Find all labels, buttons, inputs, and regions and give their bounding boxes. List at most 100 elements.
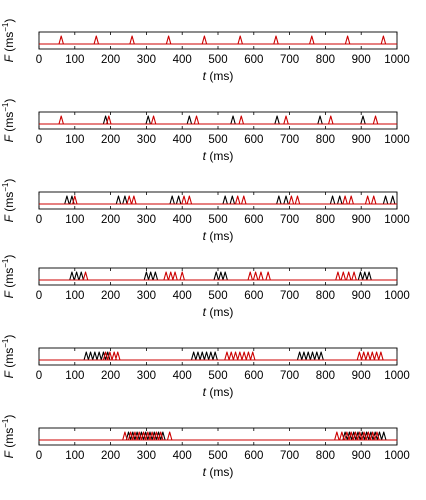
x-tick-label: 200 [101,54,120,66]
x-tick-label: 600 [244,370,263,382]
y-axis-label-sup: −1 [1,22,10,32]
x-tick-label: 700 [280,134,299,146]
x-tick-label: 500 [208,214,227,226]
y-axis-label-sup: −1 [1,338,10,348]
x-tick-label: 300 [137,134,156,146]
y-axis-label-unit: (ms [2,428,16,451]
x-tick-label: 1000 [384,370,410,382]
y-axis-label-close: ) [2,255,16,259]
series-2-trace [39,115,397,125]
y-axis-label-var: F [2,134,16,142]
x-tick-label: 900 [352,290,371,302]
x-tick-label: 400 [173,214,192,226]
x-tick-label: 200 [101,134,120,146]
x-tick-label: 400 [173,290,192,302]
x-axis-label-var: t [203,385,207,399]
x-tick-label: 1000 [384,214,410,226]
x-tick-label: 100 [65,54,84,66]
x-tick-label: 400 [173,450,192,462]
x-axis-label: t (ms) [203,305,234,319]
x-tick-label: 300 [137,54,156,66]
x-tick-label: 200 [101,370,120,382]
x-axis-label-var: t [203,229,207,243]
x-tick-label: 300 [137,290,156,302]
x-tick-label: 500 [208,54,227,66]
x-axis-label: t (ms) [203,69,234,83]
x-tick-label: 0 [36,290,42,302]
x-tick-label: 500 [208,134,227,146]
x-tick-label: 0 [36,450,42,462]
x-tick-label: 800 [316,134,335,146]
x-tick-label: 900 [352,214,371,226]
y-axis-label-close: ) [2,19,16,23]
x-tick-label: 800 [316,450,335,462]
y-axis-label: F (ms−1) [1,99,16,143]
x-tick-label: 600 [244,134,263,146]
x-tick-label: 1000 [384,290,410,302]
y-axis-label-unit: (ms [2,112,16,135]
x-tick-label: 600 [244,290,263,302]
x-axis-label-var: t [203,149,207,163]
x-tick-label: 500 [208,290,227,302]
x-tick-label: 200 [101,290,120,302]
x-axis-label-var: t [203,69,207,83]
x-tick-label: 800 [316,214,335,226]
y-axis-label-close: ) [2,335,16,339]
x-tick-label: 900 [352,134,371,146]
x-tick-label: 1000 [384,54,410,66]
x-axis-label-var: t [203,305,207,319]
y-axis-label-unit: (ms [2,32,16,55]
y-axis-label-close: ) [2,179,16,183]
x-axis-label-unit: (ms) [206,465,233,479]
y-axis-label: F (ms−1) [1,19,16,63]
x-tick-label: 800 [316,54,335,66]
x-axis-label-unit: (ms) [206,149,233,163]
y-axis-label-sup: −1 [1,182,10,192]
x-tick-label: 0 [36,370,42,382]
x-tick-label: 700 [280,214,299,226]
x-tick-label: 700 [280,290,299,302]
x-tick-label: 600 [244,214,263,226]
x-tick-label: 200 [101,450,120,462]
y-axis-label: F (ms−1) [1,179,16,223]
series-2-trace [39,195,397,205]
x-tick-label: 600 [244,450,263,462]
x-tick-label: 600 [244,54,263,66]
series-2-trace [39,35,397,45]
y-axis-label-unit: (ms [2,192,16,215]
x-tick-label: 400 [173,134,192,146]
x-tick-label: 0 [36,134,42,146]
y-axis-label-sup: −1 [1,418,10,428]
x-tick-label: 0 [36,54,42,66]
x-tick-label: 700 [280,54,299,66]
x-tick-label: 900 [352,450,371,462]
x-tick-label: 700 [280,450,299,462]
series-2-trace [39,431,397,441]
x-tick-label: 300 [137,214,156,226]
x-axis-label-var: t [203,465,207,479]
x-tick-label: 1000 [384,134,410,146]
x-tick-label: 100 [65,214,84,226]
x-tick-label: 900 [352,54,371,66]
y-axis-label-var: F [2,370,16,378]
x-tick-label: 200 [101,214,120,226]
y-axis-label-unit: (ms [2,268,16,291]
x-axis-label: t (ms) [203,385,234,399]
x-tick-label: 300 [137,450,156,462]
x-axis-label-unit: (ms) [206,305,233,319]
y-axis-label-sup: −1 [1,258,10,268]
series-2-trace [39,351,397,361]
y-axis-label-var: F [2,450,16,458]
y-axis-label-close: ) [2,99,16,103]
x-axis-label-unit: (ms) [206,229,233,243]
x-tick-label: 100 [65,290,84,302]
x-tick-label: 0 [36,214,42,226]
series-1-trace [39,351,397,361]
y-axis-label-unit: (ms [2,348,16,371]
